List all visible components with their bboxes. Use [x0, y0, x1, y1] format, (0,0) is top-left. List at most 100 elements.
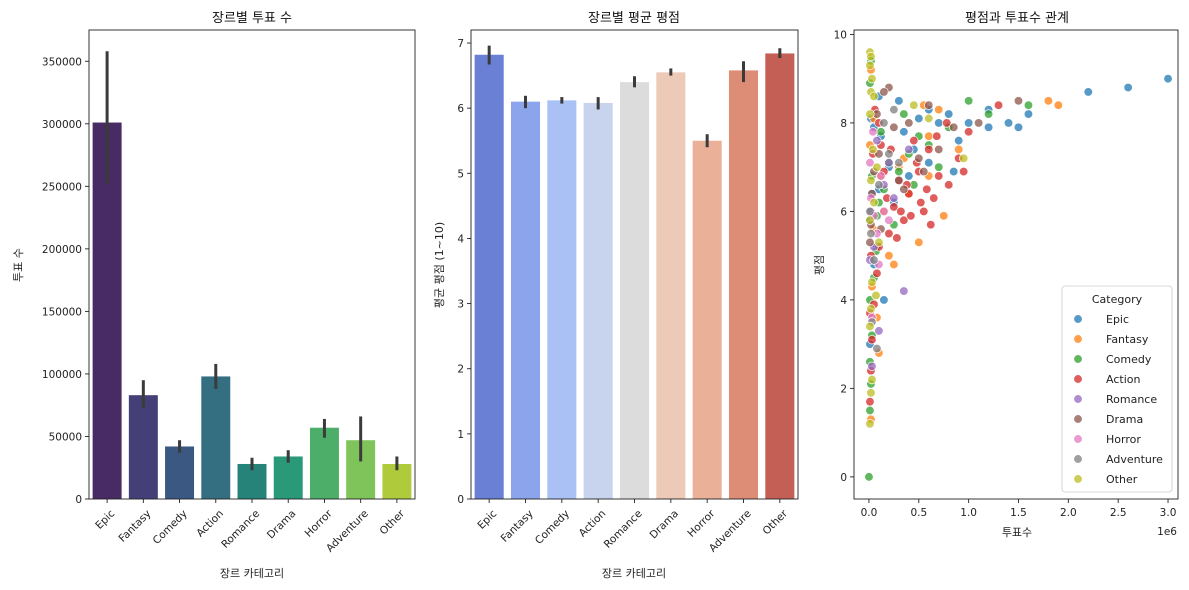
y-tick-label: 7: [457, 38, 464, 50]
point-other: [959, 153, 969, 163]
point-adventure: [889, 104, 899, 115]
x-tick-label: 2.5: [1110, 507, 1127, 519]
x-tick-label-romance: Romance: [219, 508, 262, 551]
point-action: [926, 220, 936, 230]
series-fantasy: [865, 65, 1064, 425]
y-tick-label: 50000: [49, 431, 82, 443]
point-other: [865, 109, 875, 119]
point-epic: [894, 96, 904, 106]
point-other: [924, 113, 934, 124]
point-fantasy: [954, 144, 964, 155]
bar-drama: [273, 456, 303, 499]
point-epic: [949, 166, 959, 177]
bar-romance: [619, 82, 650, 499]
y-tick-label: 2: [840, 383, 847, 395]
legend-label-fantasy: Fantasy: [1106, 333, 1149, 346]
point-comedy: [983, 109, 994, 119]
legend-marker-action: [1073, 374, 1083, 384]
x-tick-label-drama: Drama: [647, 508, 681, 542]
bar-epic: [92, 122, 122, 500]
x-tick-label: 0.5: [910, 507, 927, 519]
legend-label-romance: Romance: [1106, 393, 1157, 406]
point-horror: [884, 215, 894, 225]
y-tick-label: 0: [75, 494, 82, 506]
point-fantasy: [924, 131, 934, 141]
point-drama: [879, 87, 889, 97]
panel1-ylabel: 투표 수: [12, 248, 25, 282]
y-tick-label: 150000: [42, 306, 82, 318]
point-other: [865, 321, 875, 332]
point-action: [865, 397, 875, 407]
point-drama: [904, 118, 914, 128]
series-other: [865, 47, 969, 429]
point-other: [866, 388, 876, 398]
point-drama: [919, 166, 929, 177]
panel3-frame: [853, 29, 1179, 500]
point-other: [867, 374, 877, 385]
bar-drama: [656, 72, 686, 500]
y-tick-label: 0: [457, 494, 464, 506]
y-tick-label: 200000: [42, 244, 82, 256]
point-fantasy: [934, 104, 944, 115]
point-epic: [944, 109, 954, 119]
point-fantasy: [939, 211, 949, 221]
panel-votes-by-genre: 장르별 투표 수 장르 카테고리 투표 수 0 50000 100000 150000…: [12, 11, 416, 580]
panel-avg-rating-by-genre: 장르별 평균 평점 장르 카테고리 평균 평점 (1~10) 01234567 …: [433, 11, 799, 580]
legend-marker-fantasy: [1073, 334, 1083, 344]
point-action: [924, 144, 934, 155]
y-tick-label: 6: [840, 206, 847, 218]
x-tick-label: 0.0: [861, 507, 878, 519]
point-other: [872, 162, 882, 172]
point-adventure: [872, 343, 882, 354]
x-tick-label-other: Other: [378, 507, 408, 537]
x-tick-label: 2.0: [1060, 507, 1077, 519]
point-action: [934, 171, 944, 181]
panel1-frame: [88, 29, 416, 500]
x-tick-label-horror: Horror: [303, 507, 336, 540]
point-other: [869, 197, 879, 208]
y-tick-label: 100000: [42, 369, 82, 381]
point-epic: [983, 122, 994, 132]
bar-fantasy: [510, 101, 541, 500]
x-tick-label: 3.0: [1160, 507, 1177, 519]
point-action: [944, 180, 954, 190]
point-action: [892, 233, 902, 243]
point-action: [872, 268, 882, 278]
bar-epic: [474, 54, 504, 499]
point-other: [867, 74, 877, 84]
x-tick-label-comedy: Comedy: [151, 508, 190, 547]
point-comedy: [963, 96, 974, 106]
point-adventure: [865, 206, 875, 217]
point-action: [963, 127, 974, 137]
y-tick-label: 4: [457, 233, 464, 245]
point-action: [899, 215, 909, 225]
point-comedy: [899, 109, 909, 119]
y-tick-label: 4: [840, 295, 847, 307]
point-drama: [949, 122, 959, 132]
point-epic: [1083, 87, 1093, 97]
point-comedy: [894, 166, 904, 177]
panel3-points: [864, 47, 1173, 482]
point-romance: [867, 361, 877, 371]
point-action: [932, 131, 942, 141]
legend-marker-romance: [1073, 394, 1083, 404]
y-tick-label: 10: [834, 29, 847, 41]
legend-marker-other: [1073, 474, 1083, 484]
point-drama: [894, 175, 904, 186]
point-adventure: [869, 255, 879, 265]
bar-horror: [309, 427, 339, 499]
panel2-ylabel: 평균 평점 (1~10): [433, 222, 446, 308]
panel-rating-vs-votes: 평점과 투표수 관계 투표수 평점 1e6 0 2 4 6 8 10 0.0 0.5 1.0 1…: [813, 11, 1179, 539]
point-epic: [1163, 74, 1173, 84]
panel1-y-ticks: 0 50000 100000 150000 200000 250000 300000 3500…: [42, 56, 89, 506]
point-epic: [924, 158, 934, 168]
point-epic: [904, 171, 914, 181]
point-epic: [1003, 118, 1014, 128]
point-other: [868, 144, 878, 155]
point-other: [869, 91, 879, 102]
x-tick-label-fantasy: Fantasy: [116, 508, 153, 545]
point-horror: [865, 158, 875, 168]
x-tick-label-drama: Drama: [265, 508, 299, 542]
x-tick-label-other: Other: [760, 507, 790, 537]
